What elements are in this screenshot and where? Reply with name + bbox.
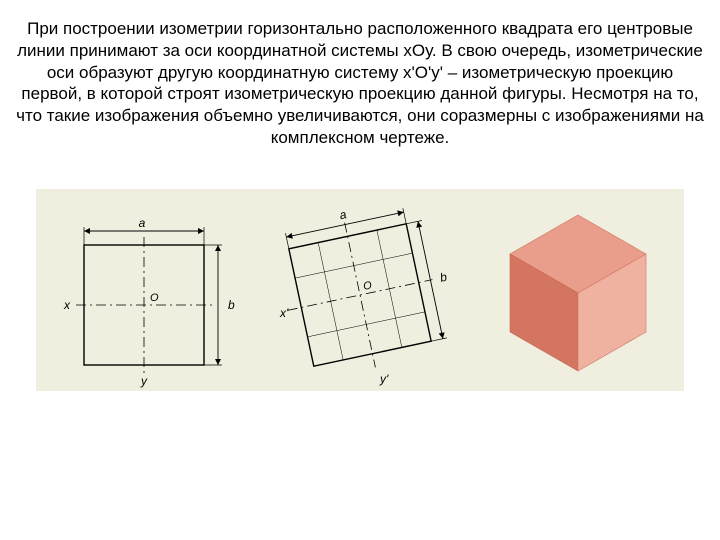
svg-text:y: y	[140, 374, 148, 388]
svg-text:O: O	[150, 292, 159, 304]
svg-text:O: O	[362, 279, 373, 293]
svg-text:a: a	[338, 207, 348, 222]
figure-area: a b x y O	[36, 189, 684, 391]
svg-text:b: b	[228, 298, 235, 312]
panel-iso-cube	[468, 189, 684, 391]
svg-text:a: a	[139, 216, 146, 230]
panel-front-square: a b x y O	[36, 189, 252, 391]
body-paragraph: При построении изометрии горизонтально р…	[16, 18, 704, 149]
svg-text:x': x'	[279, 306, 289, 320]
svg-text:y': y'	[379, 372, 389, 386]
svg-text:x: x	[63, 298, 71, 312]
slide-page: При построении изометрии горизонтально р…	[0, 0, 720, 540]
svg-text:b: b	[439, 269, 449, 284]
panel-rotated-square: a b O x' y'	[252, 189, 468, 391]
